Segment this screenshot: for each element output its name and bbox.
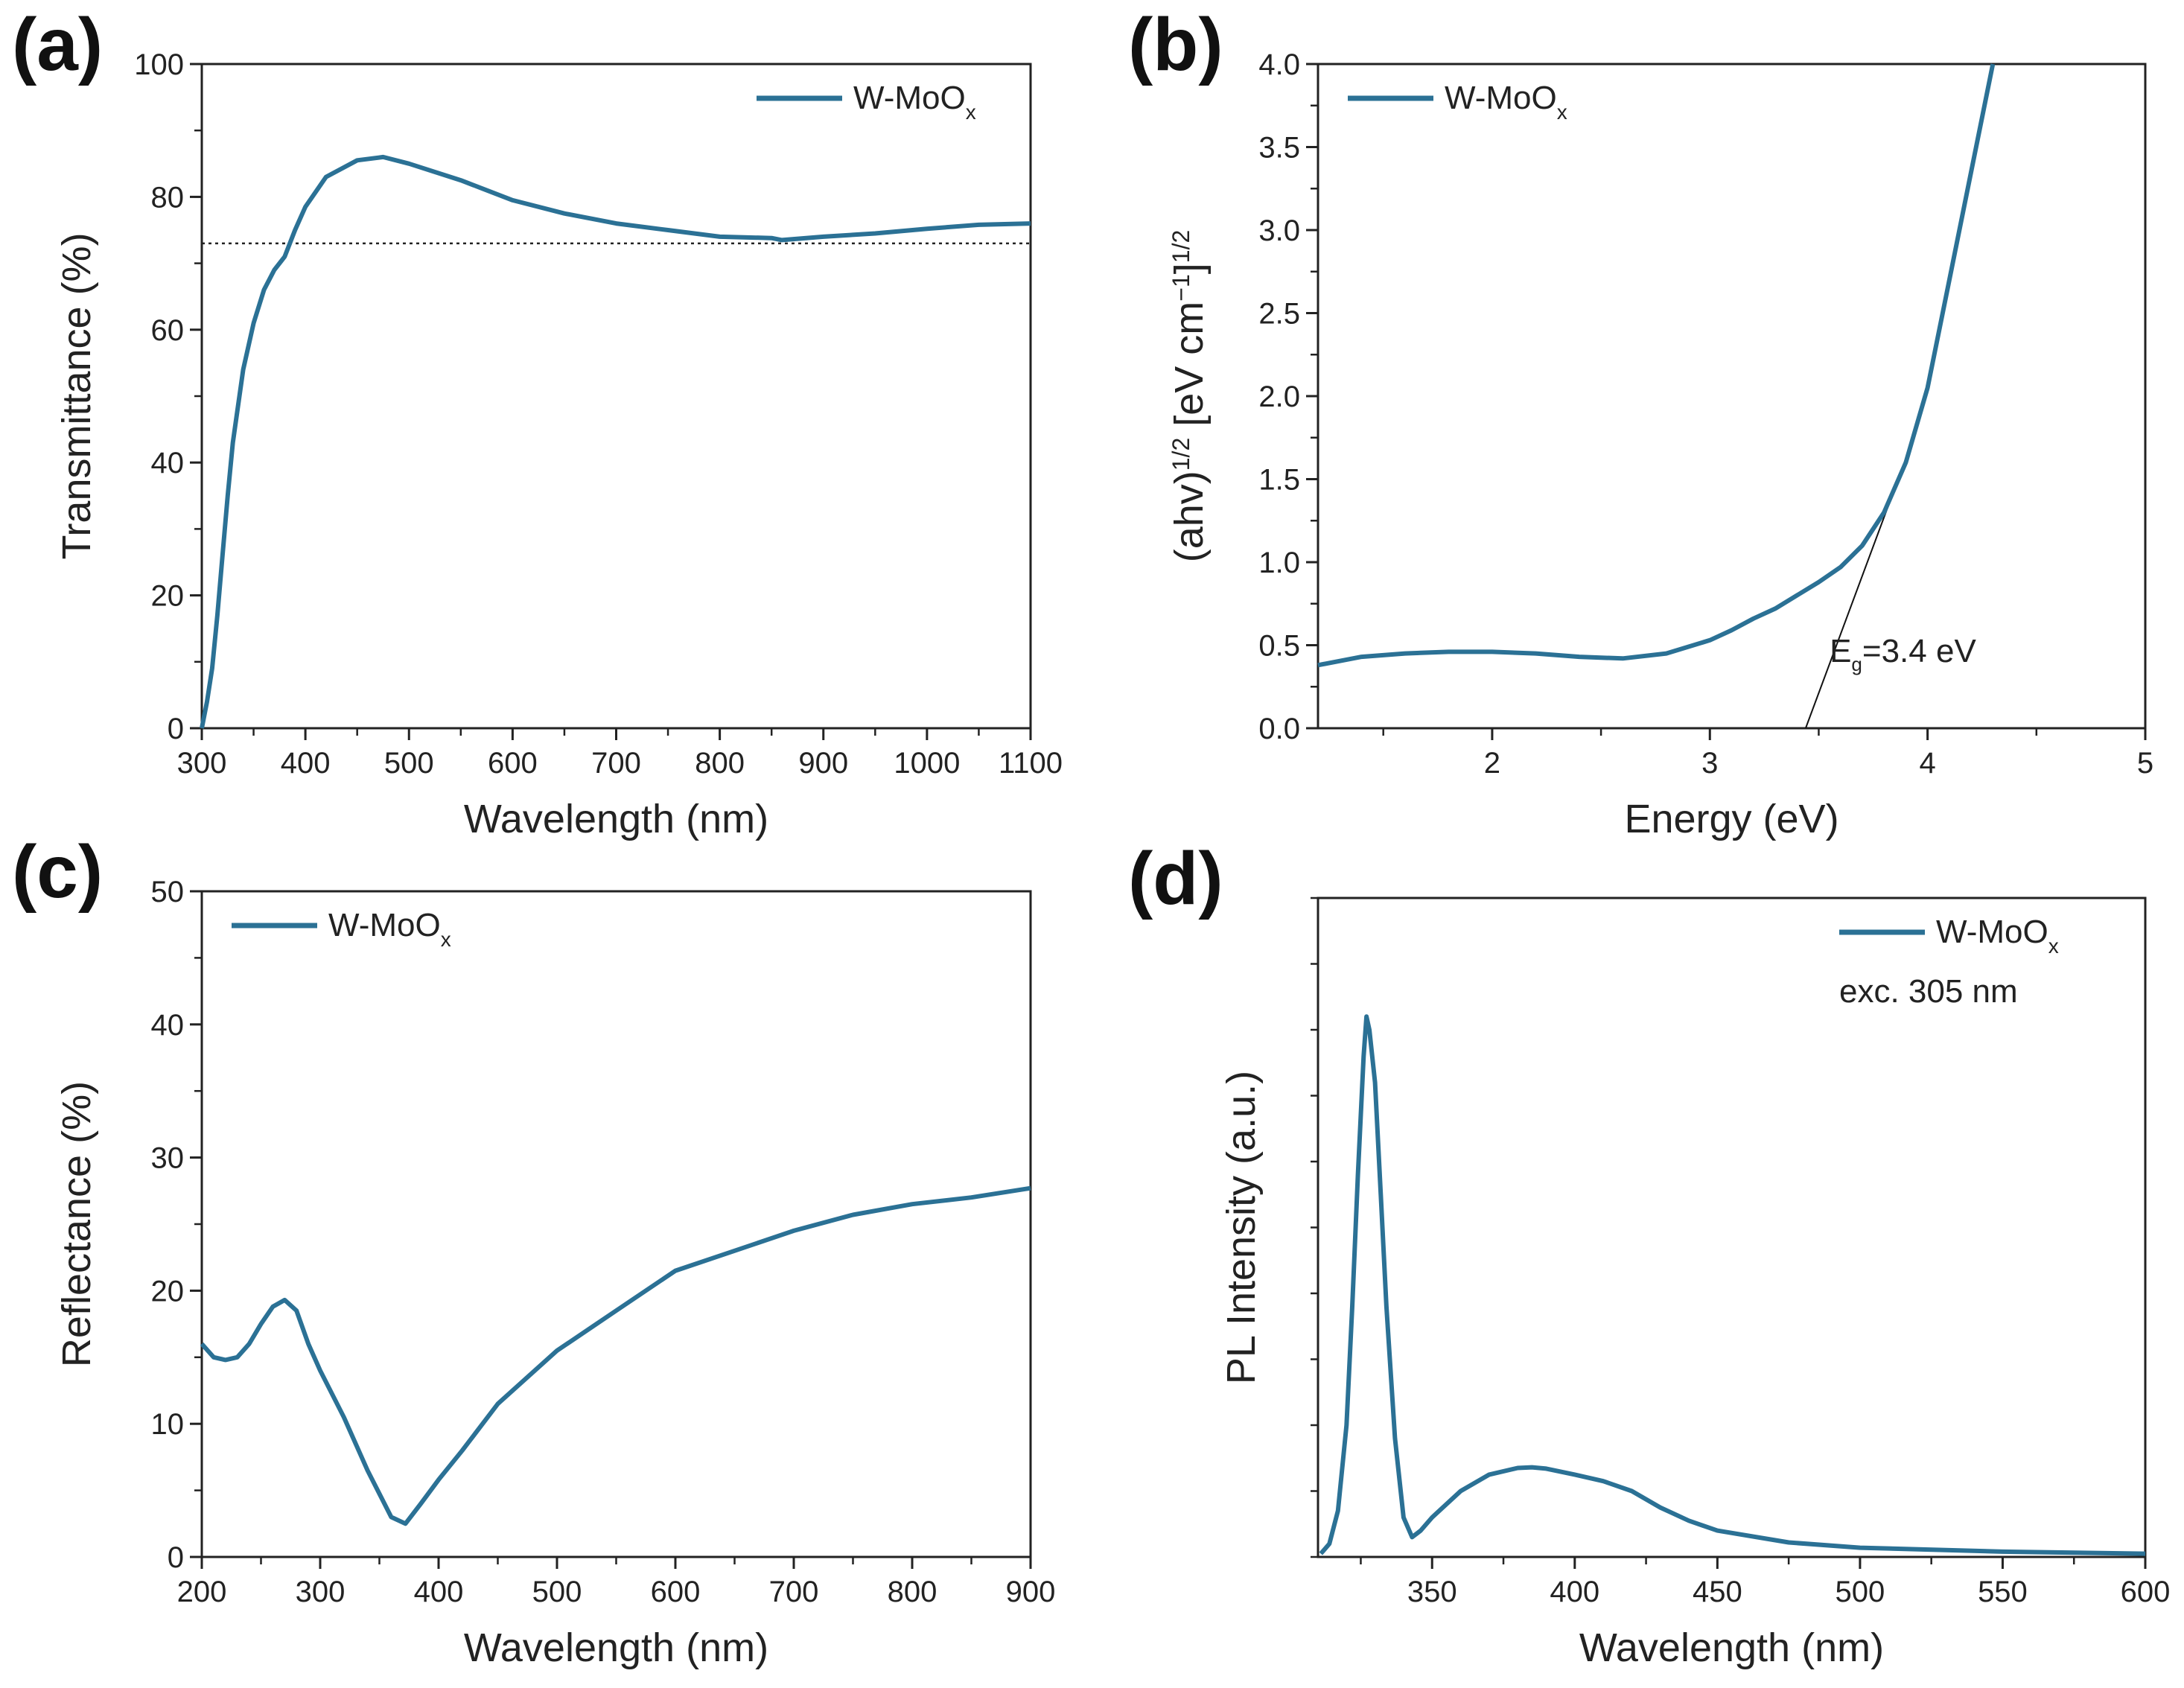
legend-label: W-MoOx xyxy=(1445,80,1567,124)
series-line xyxy=(1317,63,1996,668)
x-tick-label: 400 xyxy=(281,747,331,780)
panel-label: (d) xyxy=(1128,837,1223,920)
x-tick-label: 700 xyxy=(769,1576,819,1608)
legend-subscript: x xyxy=(441,928,451,951)
y-tick-label: 4.0 xyxy=(1258,48,1300,81)
y-title-superscript: −1 xyxy=(1168,274,1194,301)
x-tick-label: 4 xyxy=(1920,747,1936,780)
x-tick-label: 1000 xyxy=(894,747,960,780)
x-tick-label: 550 xyxy=(1978,1576,2028,1608)
legend-text: W-MoO xyxy=(1936,914,2048,950)
x-tick-label: 800 xyxy=(695,747,745,780)
y-tick-label: 50 xyxy=(151,876,185,908)
y-tick-label: 10 xyxy=(151,1408,185,1441)
x-axis-title: Wavelength (nm) xyxy=(464,797,768,841)
y-tick-label: 100 xyxy=(134,48,184,81)
y-tick-label: 80 xyxy=(151,181,185,214)
x-tick-label: 400 xyxy=(1550,1576,1599,1608)
x-tick-label: 300 xyxy=(296,1576,346,1608)
y-axis-title: Transmittance (%) xyxy=(54,232,99,559)
x-tick-label: 500 xyxy=(1836,1576,1885,1608)
y-tick-label: 0 xyxy=(168,1541,184,1574)
y-tick-label: 60 xyxy=(151,314,185,347)
legend-label: W-MoOx xyxy=(853,80,976,124)
y-tick-label: 20 xyxy=(151,1275,185,1308)
y-tick-label: 40 xyxy=(151,447,185,480)
y-title-superscript: 1/2 xyxy=(1168,438,1194,471)
x-tick-label: 400 xyxy=(414,1576,464,1608)
y-axis-title: Reflectance (%) xyxy=(54,1081,99,1367)
x-tick-label: 3 xyxy=(1701,747,1718,780)
y-tick-label: 3.5 xyxy=(1258,132,1300,165)
x-axis-title: Wavelength (nm) xyxy=(464,1625,768,1670)
legend-note: exc. 305 nm xyxy=(1839,973,2018,1010)
x-tick-label: 2 xyxy=(1484,747,1500,780)
y-tick-label: 1.5 xyxy=(1258,464,1300,497)
annotation-rest: =3.4 eV xyxy=(1862,633,1977,669)
x-tick-label: 900 xyxy=(1006,1576,1056,1608)
panel-label: (b) xyxy=(1128,3,1223,86)
y-tick-label: 3.0 xyxy=(1258,214,1300,247)
y-tick-label: 20 xyxy=(151,580,185,613)
panel-b: (b) 2 3 4 5 0.0 0.5 1.0 1.5 2.0 2.5 3.0 3.5 4.0 Energy… xyxy=(1128,3,2153,841)
y-title-part: [eV cm xyxy=(1167,302,1212,438)
y-tick-label: 0.0 xyxy=(1258,713,1300,745)
bandgap-annotation: Eg=3.4 eV xyxy=(1830,633,1976,675)
legend-subscript: x xyxy=(966,101,976,124)
legend-text: W-MoO xyxy=(1445,80,1557,116)
y-title-part: ] xyxy=(1167,263,1212,274)
plot-frame xyxy=(200,890,1032,1558)
x-tick-label: 5 xyxy=(2137,747,2153,780)
y-tick-label: 0 xyxy=(168,713,184,745)
legend-text: W-MoO xyxy=(328,907,441,943)
panel-d: (d) 350 400 450 500 550 600 Wavelength (nm) PL I… xyxy=(1128,837,2170,1670)
y-axis-title: (ahv)1/2 [eV cm−1]1/2 xyxy=(1167,230,1212,563)
legend-label: W-MoOx xyxy=(328,907,451,951)
y-axis-title: PL Intensity (a.u.) xyxy=(1219,1071,1264,1384)
x-tick-label: 700 xyxy=(591,747,641,780)
y-tick-label: 30 xyxy=(151,1142,185,1175)
series-line xyxy=(1319,1014,2146,1556)
annotation-main: E xyxy=(1830,633,1851,669)
legend-label: W-MoOx xyxy=(1936,914,2059,958)
y-tick-label: 2.0 xyxy=(1258,380,1300,413)
x-tick-label: 600 xyxy=(2121,1576,2171,1608)
y-title-superscript: 1/2 xyxy=(1168,230,1194,263)
y-title-part: (ahv) xyxy=(1167,471,1212,562)
y-tick-label: 0.5 xyxy=(1258,630,1300,663)
x-tick-label: 300 xyxy=(177,747,227,780)
panel-label: (c) xyxy=(12,830,103,914)
x-tick-label: 200 xyxy=(177,1576,227,1608)
y-tick-label: 1.0 xyxy=(1258,547,1300,579)
x-tick-label: 500 xyxy=(384,747,434,780)
x-tick-label: 900 xyxy=(798,747,848,780)
panel-a: (a) 300 400 500 600 700 800 900 1000 1100 0 20 40 60 8… xyxy=(12,3,1063,841)
annotation-subscript: g xyxy=(1851,653,1862,675)
series-line xyxy=(200,1185,1031,1526)
series-line xyxy=(200,154,1031,729)
plot-frame xyxy=(200,63,1032,730)
x-tick-label: 350 xyxy=(1407,1576,1457,1608)
y-tick-label: 2.5 xyxy=(1258,298,1300,331)
y-tick-label: 40 xyxy=(151,1009,185,1042)
legend-text: W-MoO xyxy=(853,80,966,116)
x-tick-label: 600 xyxy=(488,747,538,780)
panel-label: (a) xyxy=(12,3,103,86)
x-axis-title: Wavelength (nm) xyxy=(1579,1625,1884,1670)
legend-subscript: x xyxy=(1557,101,1567,124)
x-tick-label: 450 xyxy=(1693,1576,1742,1608)
x-tick-label: 600 xyxy=(651,1576,701,1608)
plot-frame xyxy=(1317,896,2147,1558)
panel-c: (c) 200 300 400 500 600 700 800 900 0 10 20 30 40 50 Wa… xyxy=(12,830,1055,1670)
x-tick-label: 800 xyxy=(888,1576,937,1608)
x-tick-label: 1100 xyxy=(999,747,1063,780)
x-axis-title: Energy (eV) xyxy=(1624,797,1838,841)
legend-subscript: x xyxy=(2048,934,2059,958)
x-tick-label: 500 xyxy=(532,1576,582,1608)
